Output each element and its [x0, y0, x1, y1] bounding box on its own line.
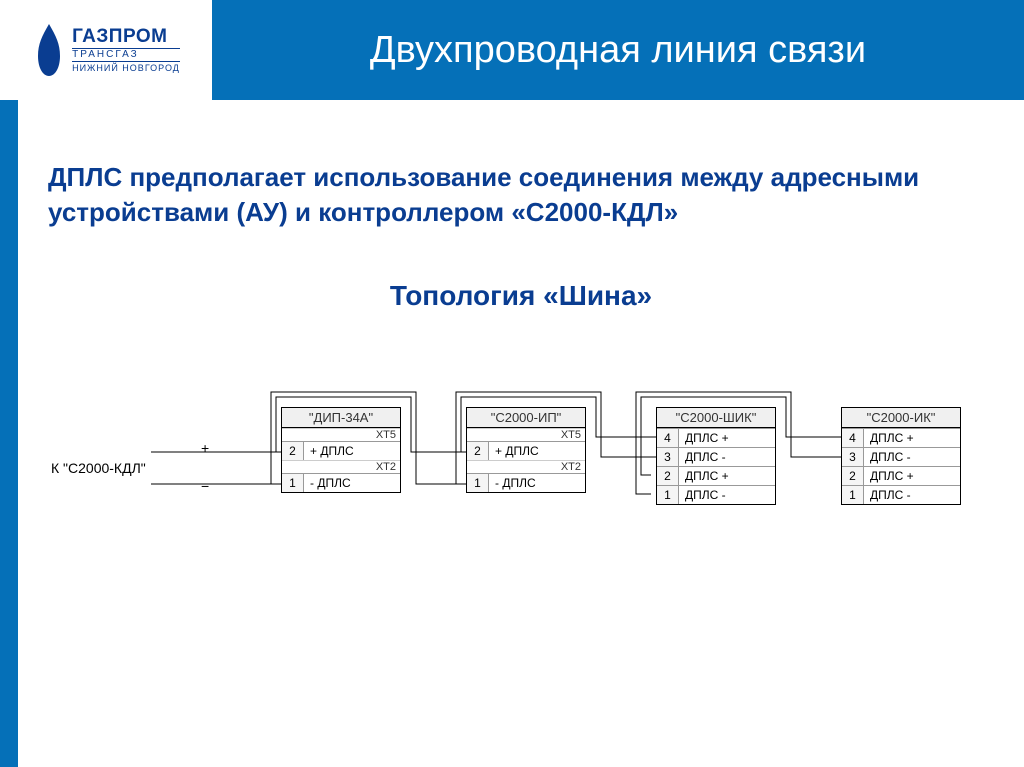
- terminal-subhead: XT5: [467, 428, 585, 441]
- terminal-label: + ДПЛС: [304, 442, 400, 460]
- device-box: "С2000-ИК"4ДПЛС +3ДПЛС -2ДПЛС +1ДПЛС -: [841, 407, 961, 505]
- terminal-num: 3: [842, 448, 864, 466]
- body-text: ДПЛС предполагает использование соединен…: [48, 160, 994, 230]
- header: ГАЗПРОМ ТРАНСГАЗ НИЖНИЙ НОВГОРОД Двухпро…: [0, 0, 1024, 100]
- terminal-num: 2: [842, 467, 864, 485]
- terminal-row: 1- ДПЛС: [282, 473, 400, 492]
- logo: ГАЗПРОМ ТРАНСГАЗ НИЖНИЙ НОВГОРОД: [0, 0, 212, 100]
- terminal-row: 2ДПЛС +: [657, 466, 775, 485]
- terminal-label: ДПЛС +: [864, 467, 960, 485]
- device-title: "С2000-ИП": [467, 408, 585, 428]
- terminal-num: 4: [842, 429, 864, 447]
- source-label: К "С2000-КДЛ": [51, 460, 146, 476]
- terminal-label: ДПЛС -: [679, 448, 775, 466]
- terminal-row: 3ДПЛС -: [842, 447, 960, 466]
- terminal-row: 1ДПЛС -: [842, 485, 960, 504]
- terminal-row: 1ДПЛС -: [657, 485, 775, 504]
- terminal-subhead: XT5: [282, 428, 400, 441]
- terminal-row: 2+ ДПЛС: [282, 441, 400, 460]
- terminal-subhead: XT2: [467, 460, 585, 473]
- terminal-num: 3: [657, 448, 679, 466]
- terminal-row: 1- ДПЛС: [467, 473, 585, 492]
- logo-city: НИЖНИЙ НОВГОРОД: [72, 64, 180, 73]
- terminal-num: 4: [657, 429, 679, 447]
- terminal-num: 1: [842, 486, 864, 504]
- terminal-row: 4ДПЛС +: [657, 428, 775, 447]
- device-title: "ДИП-34А": [282, 408, 400, 428]
- terminal-label: ДПЛС -: [679, 486, 775, 504]
- logo-division: ТРАНСГАЗ: [72, 48, 180, 62]
- terminal-label: - ДПЛС: [304, 474, 400, 492]
- terminal-num: 1: [282, 474, 304, 492]
- page-title: Двухпроводная линия связи: [370, 29, 866, 72]
- device-title: "С2000-ИК": [842, 408, 960, 428]
- terminal-label: ДПЛС +: [679, 429, 775, 447]
- terminal-label: ДПЛС -: [864, 448, 960, 466]
- terminal-num: 2: [282, 442, 304, 460]
- terminal-row: 2+ ДПЛС: [467, 441, 585, 460]
- terminal-num: 2: [657, 467, 679, 485]
- terminal-label: - ДПЛС: [489, 474, 585, 492]
- subheading: Топология «Шина»: [48, 280, 994, 312]
- terminal-num: 1: [467, 474, 489, 492]
- terminal-subhead: XT2: [282, 460, 400, 473]
- content: ДПЛС предполагает использование соединен…: [18, 100, 1024, 572]
- device-box: "ДИП-34А"XT52+ ДПЛСXT21- ДПЛС: [281, 407, 401, 493]
- logo-company: ГАЗПРОМ: [72, 27, 180, 46]
- title-bar: Двухпроводная линия связи: [212, 0, 1024, 100]
- minus-label: −: [201, 478, 209, 494]
- terminal-row: 2ДПЛС +: [842, 466, 960, 485]
- plus-label: +: [201, 440, 209, 456]
- terminal-num: 1: [657, 486, 679, 504]
- device-box: "С2000-ШИК"4ДПЛС +3ДПЛС -2ДПЛС +1ДПЛС -: [656, 407, 776, 505]
- flame-icon: [32, 22, 66, 78]
- terminal-row: 3ДПЛС -: [657, 447, 775, 466]
- terminal-row: 4ДПЛС +: [842, 428, 960, 447]
- terminal-num: 2: [467, 442, 489, 460]
- topology-diagram: К "С2000-КДЛ" + − "ДИП-34А"XT52+ ДПЛСXT2…: [51, 352, 991, 552]
- terminal-label: ДПЛС -: [864, 486, 960, 504]
- terminal-label: ДПЛС +: [864, 429, 960, 447]
- terminal-label: ДПЛС +: [679, 467, 775, 485]
- device-box: "С2000-ИП"XT52+ ДПЛСXT21- ДПЛС: [466, 407, 586, 493]
- device-title: "С2000-ШИК": [657, 408, 775, 428]
- sidebar-stripe: [0, 100, 18, 767]
- terminal-label: + ДПЛС: [489, 442, 585, 460]
